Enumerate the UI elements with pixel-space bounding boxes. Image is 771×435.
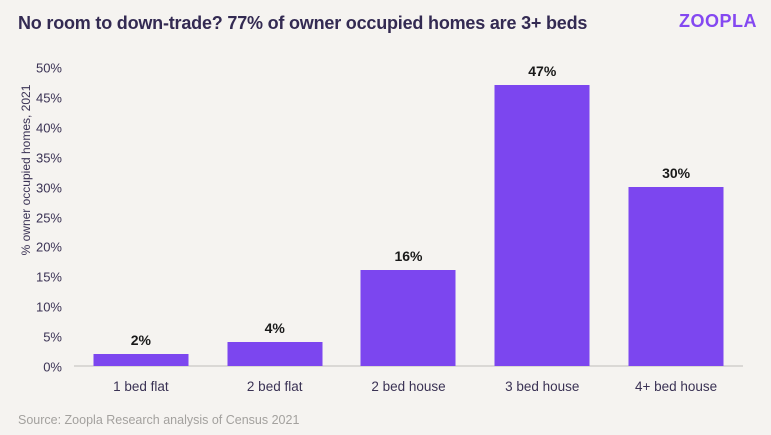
y-tick-label: 0%: [43, 359, 62, 375]
y-tick-label: 5%: [43, 329, 62, 345]
x-axis-labels: 1 bed flat 2 bed flat 2 bed house 3 bed hou…: [74, 377, 743, 397]
bar-3-bed-house: [494, 84, 590, 366]
bar-4+-bed-house: [628, 186, 724, 366]
bar-value-label: 4%: [264, 320, 285, 337]
y-tick-label: 15%: [35, 269, 62, 285]
y-tick-label: 45%: [35, 90, 62, 106]
bar-value-label: 2%: [130, 332, 152, 349]
y-tick-label: 40%: [35, 120, 62, 136]
x-tick-label: 4+ bed house: [634, 379, 718, 394]
y-tick-label: 30%: [35, 180, 62, 196]
bar-value-label: 16%: [394, 248, 423, 265]
chart-title: No room to down-trade? 77% of owner occu…: [18, 13, 588, 33]
bar-2-bed-flat: [227, 342, 323, 366]
bar-slot: 4%: [208, 68, 342, 367]
bar-value-label: 30%: [662, 164, 691, 181]
y-axis-ticks: 0% 5% 10% 15% 20% 25% 30% 35% 40% 45% 50%: [0, 61, 62, 375]
x-tick-label: 2 bed flat: [246, 379, 303, 394]
x-tick-label: 1 bed flat: [113, 379, 169, 394]
zoopla-logo: ZOOPLA: [679, 11, 757, 31]
y-tick-label: 10%: [35, 299, 62, 315]
source-note: Source: Zoopla Research analysis of Cens…: [18, 413, 300, 427]
x-tick-label: 2 bed house: [371, 379, 446, 394]
bar-slot: 16%: [342, 68, 476, 367]
bar-2-bed-house: [360, 270, 456, 366]
y-tick-label: 50%: [35, 60, 62, 76]
y-tick-label: 35%: [35, 150, 62, 166]
plot-area: 2% 4% 16% 47% 30%: [74, 63, 743, 367]
y-tick-label: 25%: [35, 210, 62, 225]
x-tick-label: 3 bed house: [505, 379, 580, 394]
bar-slot: 2%: [74, 68, 208, 367]
bar-value-label: 47%: [528, 62, 557, 79]
y-tick-label: 20%: [35, 239, 62, 255]
bar-slot: 47%: [475, 63, 609, 367]
x-axis-line: [74, 365, 743, 367]
bar-1-bed-flat: [93, 354, 189, 366]
bar-slot: 30%: [609, 68, 743, 367]
